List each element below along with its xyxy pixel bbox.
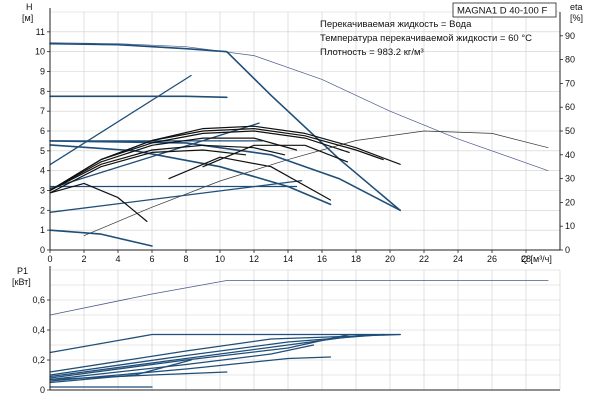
bottom-plot-series (49, 280, 549, 388)
power-curve (49, 333, 350, 379)
h-tick-label: 6 (40, 126, 45, 136)
efficiency-curve (49, 182, 148, 222)
power-curve (49, 333, 401, 354)
head-curve (49, 229, 153, 247)
efficiency-curve (49, 144, 286, 192)
proportional-pressure-line (49, 122, 260, 190)
p1-tick-label: 0,4 (32, 325, 45, 335)
x-tick-label: 22 (419, 254, 429, 264)
head-curve (49, 95, 228, 99)
chart-title: MAGNA1 D 40-100 F (457, 6, 547, 17)
x-tick-label: 26 (487, 254, 497, 264)
right-y-axis-label-symbol: eta (570, 2, 583, 12)
top-plot-series (49, 42, 549, 247)
proportional-pressure-line (49, 179, 303, 213)
eta-tick-label: 90 (565, 31, 575, 41)
eta-tick-label: 50 (565, 126, 575, 136)
eta-tick-label: 20 (565, 197, 575, 207)
power-curve (49, 359, 192, 384)
info-line-fluid: Перекачиваемая жидкость = Вода (320, 19, 472, 30)
h-tick-label: 10 (35, 47, 45, 57)
head-curve (49, 144, 332, 206)
x-axis-label: Q [м³/ч] (521, 254, 552, 264)
p1-tick-label: 0 (40, 385, 45, 395)
h-tick-label: 1 (40, 225, 45, 235)
h-tick-label: 7 (40, 106, 45, 116)
power-curve (49, 280, 549, 316)
reference-efficiency-curve (83, 130, 549, 237)
power-curve (49, 356, 332, 382)
efficiency-curve (49, 137, 298, 192)
h-tick-label: 4 (40, 166, 45, 176)
h-tick-label: 5 (40, 146, 45, 156)
p1-tick-label: 0,2 (32, 355, 45, 365)
x-tick-label: 0 (47, 254, 52, 264)
tick-labels: 0 2 4 6 8 10 12 14 16 18 20 22 24 26 28012345678910110… (32, 27, 575, 395)
top-y-axis-label-symbol: H (26, 2, 33, 12)
axes (47, 8, 563, 391)
eta-tick-label: 60 (565, 102, 575, 112)
eta-tick-label: 70 (565, 78, 575, 88)
head-curve (49, 140, 402, 212)
info-line-density: Плотность = 983.2 кг/м³ (320, 47, 424, 58)
h-tick-label: 2 (40, 205, 45, 215)
efficiency-curve (202, 144, 349, 168)
x-tick-label: 14 (283, 254, 293, 264)
bottom-y-axis-label-unit: [кВт] (12, 277, 31, 287)
x-tick-label: 10 (215, 254, 225, 264)
right-y-axis-label-unit: [%] (570, 13, 583, 23)
p1-tick-label: 0,6 (32, 295, 45, 305)
x-tick-label: 28 (521, 254, 531, 264)
title-box (452, 2, 557, 18)
info-line-temperature: Температура перекачиваемой жидкости = 60… (320, 33, 532, 44)
x-tick-label: 18 (351, 254, 361, 264)
eta-tick-label: 40 (565, 150, 575, 160)
proportional-pressure-line (49, 74, 192, 166)
power-curve (49, 333, 401, 373)
eta-tick-label: 30 (565, 174, 575, 184)
x-tick-label: 6 (149, 254, 154, 264)
x-tick-label: 16 (317, 254, 327, 264)
x-tick-label: 12 (249, 254, 259, 264)
eta-tick-label: 80 (565, 55, 575, 65)
efficiency-curve (49, 130, 350, 192)
bottom-y-axis-label-symbol: P1 (17, 266, 28, 276)
h-tick-label: 0 (40, 245, 45, 255)
x-tick-label: 2 (81, 254, 86, 264)
x-tick-label: 4 (115, 254, 120, 264)
power-curve (49, 371, 228, 381)
h-tick-label: 3 (40, 186, 45, 196)
eta-tick-label: 0 (565, 245, 570, 255)
head-curve (49, 42, 228, 53)
efficiency-curve (49, 149, 247, 194)
x-tick-label: 24 (453, 254, 463, 264)
h-tick-label: 11 (36, 27, 45, 37)
power-curve (49, 344, 315, 381)
head-curve (226, 50, 402, 212)
x-tick-label: 8 (183, 254, 188, 264)
eta-tick-label: 10 (565, 221, 575, 231)
top-y-axis-label-unit: [м] (22, 13, 33, 23)
max-head-curve (49, 42, 549, 172)
efficiency-curve (168, 156, 332, 201)
h-tick-label: 8 (40, 86, 45, 96)
x-tick-label: 20 (385, 254, 395, 264)
h-tick-label: 9 (40, 67, 45, 77)
